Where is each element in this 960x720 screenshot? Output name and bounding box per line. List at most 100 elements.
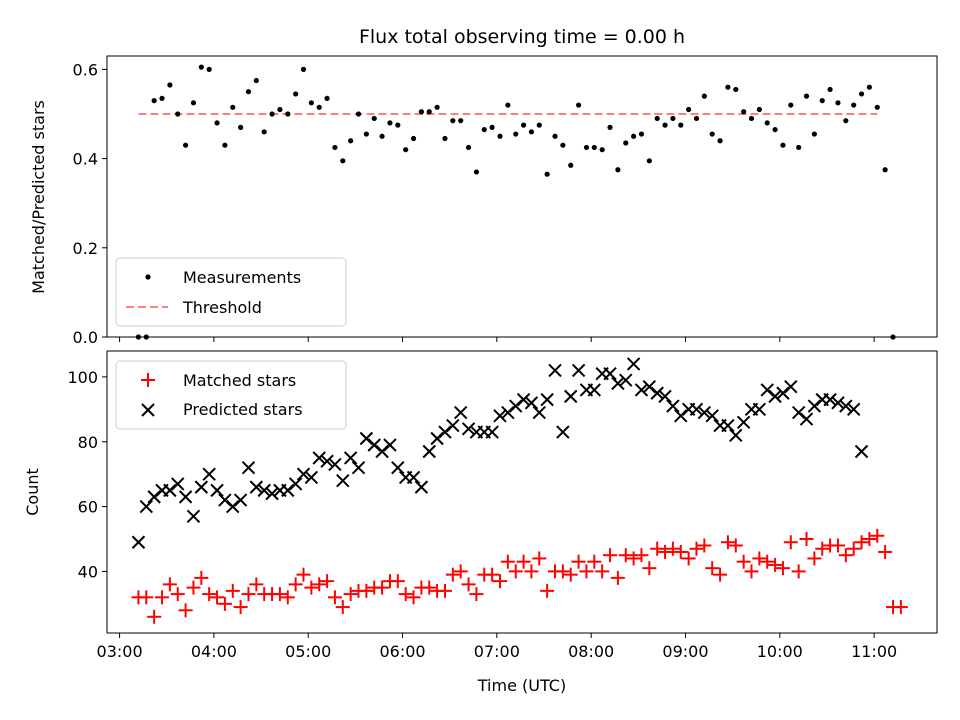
matched-stars-point: [744, 564, 759, 579]
matched-stars-point: [280, 590, 295, 605]
measurement-point: [843, 118, 849, 124]
matched-stars-point: [713, 567, 728, 582]
matched-stars-point: [288, 577, 303, 592]
predicted-stars-point: [194, 480, 209, 494]
matched-stars-point: [296, 567, 311, 582]
predicted-stars-point: [233, 493, 248, 507]
predicted-stars-point: [611, 376, 625, 391]
measurement-point: [678, 122, 684, 128]
bottom-legend-box: [115, 360, 347, 430]
measurement-point: [756, 106, 762, 113]
matched-stars-point: [390, 574, 405, 589]
matched-stars-point: [406, 590, 421, 605]
measurement-point: [725, 84, 731, 90]
measurement-point: [253, 77, 259, 84]
matched-stars-point: [162, 577, 177, 592]
measurement-point: [426, 109, 432, 115]
measurement-point: [835, 100, 841, 106]
bottom-x-axis-label: Time (UTC): [477, 676, 566, 695]
measurement-point: [693, 115, 700, 122]
matched-stars-point: [618, 548, 633, 563]
predicted-stars-point: [666, 399, 680, 413]
predicted-stars-point: [186, 509, 201, 524]
measurement-point: [151, 98, 157, 104]
top-ticks: 0.0 0.2 0.4 0.6: [73, 60, 875, 347]
top-chart-title: Flux total observing time = 0.00 h: [359, 26, 685, 48]
matched-stars-point: [327, 590, 342, 605]
measurement-point: [324, 95, 330, 101]
measurement-point: [293, 91, 299, 97]
matched-stars-point: [139, 590, 154, 605]
matched-stars-point: [540, 583, 555, 598]
bottom-x-tick-label: 10:00: [757, 642, 803, 661]
matched-stars-point: [673, 544, 688, 559]
predicted-stars-point: [414, 480, 429, 494]
measurement-point: [733, 86, 739, 93]
predicted-stars-point: [178, 490, 193, 504]
measurement-point: [866, 84, 873, 90]
matched-stars-point: [508, 564, 523, 579]
matched-stars-point: [312, 577, 327, 592]
bottom-x-tick-label: 09:00: [662, 642, 708, 661]
bottom-x-tick-label: 11:00: [851, 642, 897, 661]
measurement-point: [670, 115, 676, 122]
bottom-legend: Matched stars Predicted stars: [115, 360, 347, 430]
predicted-stars-point: [721, 418, 735, 433]
measurement-point: [764, 120, 770, 126]
measurement-point: [363, 131, 369, 137]
predicted-stars-point: [485, 425, 499, 439]
matched-stars-point: [194, 570, 209, 585]
measurement-point: [631, 133, 637, 139]
matched-stars-point: [155, 590, 170, 605]
legend-measurements-marker: [145, 274, 151, 280]
predicted-stars-point: [351, 460, 366, 475]
predicted-stars-point: [603, 366, 617, 381]
measurement-point: [214, 120, 220, 126]
matched-stars-point: [775, 561, 790, 576]
measurement-point: [544, 171, 550, 177]
predicted-stars-point: [799, 412, 814, 426]
top-y-tick-label: 0.0: [73, 328, 98, 347]
measurement-point: [230, 104, 236, 110]
matched-stars-point: [555, 564, 570, 579]
predicted-stars-point: [564, 389, 578, 404]
predicted-stars-point: [171, 477, 185, 491]
legend-predicted-label: Predicted stars: [183, 400, 303, 419]
predicted-stars-point: [131, 535, 146, 549]
matched-stars-point: [461, 577, 476, 592]
matched-stars-point: [202, 587, 217, 602]
top-y-tick-label: 0.2: [73, 239, 98, 258]
matched-stars-point: [642, 561, 657, 576]
matched-stars-point: [893, 600, 908, 615]
predicted-stars-point: [634, 383, 649, 397]
measurement-point: [348, 138, 354, 144]
measurement-point: [285, 111, 291, 117]
matched-stars-point: [728, 538, 743, 553]
predicted-stars-point: [296, 467, 311, 481]
measurement-point: [387, 120, 393, 126]
measurement-point: [442, 135, 448, 142]
top-legend: Measurements Threshold: [115, 257, 347, 327]
measurement-point: [528, 129, 535, 135]
measurement-point: [686, 106, 692, 113]
measurement-point: [497, 133, 503, 139]
matched-stars-point: [359, 583, 374, 598]
predicted-stars-point: [729, 428, 743, 442]
predicted-stars-point: [587, 383, 602, 397]
predicted-stars-point: [406, 470, 421, 485]
predicted-stars-point: [328, 457, 342, 472]
matched-stars-point: [846, 541, 861, 556]
matched-stars-point: [249, 577, 264, 592]
matched-stars-point: [571, 554, 586, 569]
matched-stars-point: [610, 570, 625, 585]
matched-stars-point: [634, 548, 649, 563]
predicted-stars-point: [619, 373, 633, 387]
measurement-point: [340, 158, 346, 164]
matched-stars-point: [320, 574, 335, 589]
bottom-x-tick-label: 03:00: [97, 642, 143, 661]
measurement-point: [788, 102, 794, 108]
predicted-stars-point: [249, 480, 264, 494]
bottom-y-tick-label: 80: [78, 433, 98, 452]
predicted-stars-point: [516, 392, 531, 407]
predicted-stars-point: [650, 386, 664, 400]
